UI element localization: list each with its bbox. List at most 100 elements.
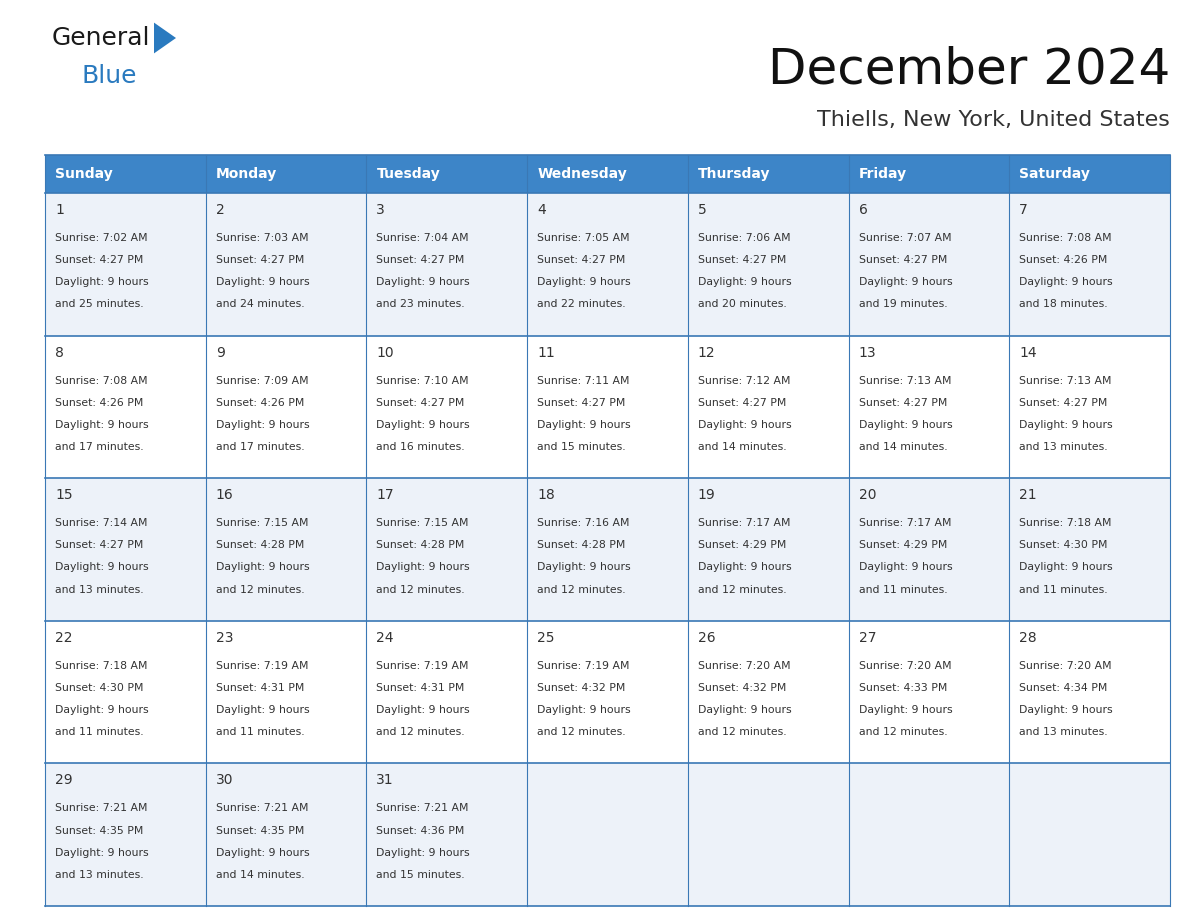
- Text: Daylight: 9 hours: Daylight: 9 hours: [1019, 277, 1113, 287]
- Text: Thiells, New York, United States: Thiells, New York, United States: [817, 110, 1170, 130]
- Bar: [527, 155, 688, 193]
- Text: Sunrise: 7:18 AM: Sunrise: 7:18 AM: [55, 661, 147, 671]
- Text: Daylight: 9 hours: Daylight: 9 hours: [216, 705, 309, 715]
- Bar: [527, 764, 688, 906]
- Bar: [366, 478, 527, 621]
- Text: and 15 minutes.: and 15 minutes.: [537, 442, 626, 452]
- Text: December 2024: December 2024: [767, 45, 1170, 93]
- Text: 21: 21: [1019, 488, 1037, 502]
- Text: Sunrise: 7:17 AM: Sunrise: 7:17 AM: [697, 518, 790, 528]
- Text: 17: 17: [377, 488, 394, 502]
- Text: Sunrise: 7:12 AM: Sunrise: 7:12 AM: [697, 375, 790, 386]
- Text: Daylight: 9 hours: Daylight: 9 hours: [859, 277, 953, 287]
- Text: 8: 8: [55, 345, 64, 360]
- Text: Sunset: 4:32 PM: Sunset: 4:32 PM: [537, 683, 626, 693]
- Bar: [688, 193, 848, 336]
- Text: Sunrise: 7:21 AM: Sunrise: 7:21 AM: [216, 803, 308, 813]
- Text: 25: 25: [537, 631, 555, 644]
- Text: Daylight: 9 hours: Daylight: 9 hours: [377, 277, 470, 287]
- Text: Sunrise: 7:02 AM: Sunrise: 7:02 AM: [55, 233, 147, 243]
- Bar: [45, 155, 206, 193]
- Bar: [206, 155, 366, 193]
- Text: Daylight: 9 hours: Daylight: 9 hours: [1019, 705, 1113, 715]
- Text: Sunset: 4:28 PM: Sunset: 4:28 PM: [216, 541, 304, 550]
- Text: Daylight: 9 hours: Daylight: 9 hours: [697, 705, 791, 715]
- Bar: [688, 764, 848, 906]
- Text: 27: 27: [859, 631, 876, 644]
- Text: Sunset: 4:30 PM: Sunset: 4:30 PM: [55, 683, 144, 693]
- Bar: [45, 621, 206, 764]
- Text: Sunset: 4:35 PM: Sunset: 4:35 PM: [216, 825, 304, 835]
- Text: 28: 28: [1019, 631, 1037, 644]
- Bar: [1010, 621, 1170, 764]
- Text: Sunrise: 7:16 AM: Sunrise: 7:16 AM: [537, 518, 630, 528]
- Text: Daylight: 9 hours: Daylight: 9 hours: [697, 420, 791, 430]
- Text: and 12 minutes.: and 12 minutes.: [537, 727, 626, 737]
- Text: 6: 6: [859, 203, 867, 217]
- Text: and 14 minutes.: and 14 minutes.: [859, 442, 947, 452]
- Text: Sunrise: 7:19 AM: Sunrise: 7:19 AM: [377, 661, 469, 671]
- Text: 5: 5: [697, 203, 707, 217]
- Bar: [1010, 155, 1170, 193]
- Text: 20: 20: [859, 488, 876, 502]
- Bar: [366, 621, 527, 764]
- Text: 15: 15: [55, 488, 72, 502]
- Text: and 17 minutes.: and 17 minutes.: [55, 442, 144, 452]
- Text: Daylight: 9 hours: Daylight: 9 hours: [859, 563, 953, 573]
- Text: Daylight: 9 hours: Daylight: 9 hours: [55, 705, 148, 715]
- Text: Sunrise: 7:07 AM: Sunrise: 7:07 AM: [859, 233, 952, 243]
- Text: Sunday: Sunday: [55, 167, 113, 181]
- Text: 10: 10: [377, 345, 394, 360]
- Text: Sunset: 4:33 PM: Sunset: 4:33 PM: [859, 683, 947, 693]
- Text: Sunset: 4:29 PM: Sunset: 4:29 PM: [697, 541, 786, 550]
- Text: 30: 30: [216, 773, 233, 788]
- Text: and 18 minutes.: and 18 minutes.: [1019, 299, 1108, 309]
- Bar: [1010, 336, 1170, 478]
- Bar: [206, 193, 366, 336]
- Text: Sunset: 4:27 PM: Sunset: 4:27 PM: [859, 255, 947, 265]
- Text: Sunrise: 7:04 AM: Sunrise: 7:04 AM: [377, 233, 469, 243]
- Text: Sunrise: 7:18 AM: Sunrise: 7:18 AM: [1019, 518, 1112, 528]
- Bar: [848, 621, 1010, 764]
- Text: 31: 31: [377, 773, 394, 788]
- Bar: [45, 478, 206, 621]
- Text: Sunset: 4:27 PM: Sunset: 4:27 PM: [537, 397, 626, 408]
- Text: Sunset: 4:34 PM: Sunset: 4:34 PM: [1019, 683, 1107, 693]
- Text: Blue: Blue: [82, 64, 138, 88]
- Text: and 22 minutes.: and 22 minutes.: [537, 299, 626, 309]
- Text: Daylight: 9 hours: Daylight: 9 hours: [1019, 420, 1113, 430]
- Text: Daylight: 9 hours: Daylight: 9 hours: [537, 277, 631, 287]
- Bar: [45, 193, 206, 336]
- Text: Daylight: 9 hours: Daylight: 9 hours: [55, 420, 148, 430]
- Bar: [688, 478, 848, 621]
- Text: and 13 minutes.: and 13 minutes.: [1019, 727, 1108, 737]
- Text: Sunrise: 7:19 AM: Sunrise: 7:19 AM: [216, 661, 308, 671]
- Text: and 12 minutes.: and 12 minutes.: [216, 585, 304, 595]
- Bar: [206, 336, 366, 478]
- Text: Daylight: 9 hours: Daylight: 9 hours: [537, 563, 631, 573]
- Text: Sunrise: 7:17 AM: Sunrise: 7:17 AM: [859, 518, 952, 528]
- Text: Daylight: 9 hours: Daylight: 9 hours: [697, 277, 791, 287]
- Text: Daylight: 9 hours: Daylight: 9 hours: [377, 705, 470, 715]
- Text: Sunset: 4:27 PM: Sunset: 4:27 PM: [55, 541, 144, 550]
- Text: Friday: Friday: [859, 167, 906, 181]
- Bar: [527, 193, 688, 336]
- Text: and 20 minutes.: and 20 minutes.: [697, 299, 786, 309]
- Text: and 11 minutes.: and 11 minutes.: [216, 727, 304, 737]
- Bar: [45, 336, 206, 478]
- Text: Sunrise: 7:08 AM: Sunrise: 7:08 AM: [1019, 233, 1112, 243]
- Text: Sunrise: 7:13 AM: Sunrise: 7:13 AM: [859, 375, 952, 386]
- Text: and 16 minutes.: and 16 minutes.: [377, 442, 465, 452]
- Text: and 13 minutes.: and 13 minutes.: [1019, 442, 1108, 452]
- Text: and 11 minutes.: and 11 minutes.: [55, 727, 144, 737]
- Text: and 15 minutes.: and 15 minutes.: [377, 869, 465, 879]
- Bar: [366, 193, 527, 336]
- Text: Sunset: 4:30 PM: Sunset: 4:30 PM: [1019, 541, 1107, 550]
- Text: Sunset: 4:26 PM: Sunset: 4:26 PM: [216, 397, 304, 408]
- Bar: [1010, 764, 1170, 906]
- Text: 22: 22: [55, 631, 72, 644]
- Bar: [1010, 193, 1170, 336]
- Text: 12: 12: [697, 345, 715, 360]
- Bar: [688, 336, 848, 478]
- Text: Sunset: 4:31 PM: Sunset: 4:31 PM: [216, 683, 304, 693]
